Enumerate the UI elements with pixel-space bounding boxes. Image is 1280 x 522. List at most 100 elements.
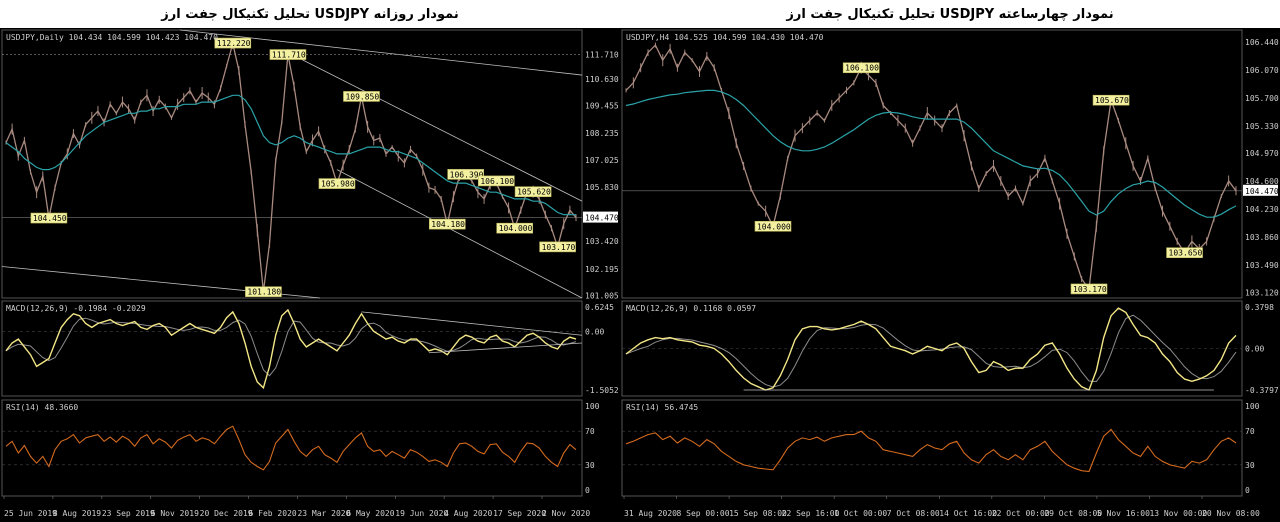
- daily-annotation-box: [214, 37, 252, 49]
- daily-annotation-box: [245, 286, 282, 297]
- daily-annotation-box: [447, 169, 484, 180]
- daily-annotation-box: [478, 175, 515, 187]
- daily-x-tick-label: 19 Jun 2020: [395, 509, 448, 518]
- h4-price-tick: 106.440: [1245, 38, 1279, 47]
- daily-price-tick: 101.005: [585, 292, 619, 301]
- h4-price-tick: 103.490: [1245, 261, 1279, 270]
- daily-price-tick: 109.455: [585, 101, 619, 110]
- h4-price-tick: 105.330: [1245, 122, 1279, 131]
- daily-chart-title: تحلیل تکنیکال جفت ارز USDJPY نمودار روزا…: [161, 6, 459, 22]
- daily-symbol-label: USDJPY,Daily 104.434 104.599 104.423 104…: [6, 33, 218, 42]
- daily-moving-average-line: [5, 94, 576, 216]
- daily-macd-tick: -1.5052: [585, 386, 619, 395]
- h4-price-tick: 103.120: [1245, 289, 1279, 298]
- h4-current-price-label: 104.470: [1245, 187, 1279, 196]
- daily-annotation-box: [514, 186, 552, 198]
- h4-x-tick-label: 31 Aug 2020: [624, 509, 677, 518]
- h4-x-tick-label: 5 Nov 16:00: [1097, 509, 1150, 518]
- h4-rsi-tick: 70: [1245, 427, 1255, 436]
- daily-x-tick-label: 4 Aug 2020: [444, 509, 492, 518]
- daily-annotation-label: 104.450: [33, 214, 67, 223]
- h4-chart: 106.440 106.070 105.700 105.330 104.970 104.6…: [621, 29, 1279, 518]
- daily-annotation-label: 109.850: [345, 92, 379, 101]
- daily-x-tick-label: 23 Sep 2019: [102, 509, 155, 518]
- h4-x-tick-label: 22 Sep 16:00: [782, 509, 840, 518]
- daily-channel-top-line: [287, 52, 583, 202]
- daily-pane-frame-0: [1, 29, 583, 299]
- daily-annotation-label: 104.180: [431, 220, 465, 229]
- daily-annotation-box: [539, 241, 576, 253]
- h4-price-tick: 104.600: [1245, 177, 1279, 186]
- h4-annotation-box: [842, 62, 880, 74]
- h4-chart-panel: تحلیل تکنیکال جفت ارز USDJPY نمودار چهار…: [620, 0, 1280, 522]
- h4-macd-signal-line: [625, 314, 1237, 388]
- daily-x-tick-label: 6 Feb 2020: [249, 509, 297, 518]
- daily-macd-label: MACD(12,26,9) -0.1984 -0.2029: [6, 304, 146, 313]
- daily-current-price-box: [583, 211, 618, 223]
- h4-x-tick-label: 8 Sep 00:00: [677, 509, 730, 518]
- h4-rsi-tick: 0: [1245, 486, 1250, 495]
- h4-chart-title-bar: تحلیل تکنیکال جفت ارز USDJPY نمودار چهار…: [620, 0, 1280, 28]
- daily-macd-signal-line: [5, 317, 577, 377]
- daily-channel-bottom-line: [336, 169, 583, 299]
- daily-chart-title-bar: تحلیل تکنیکال جفت ارز USDJPY نمودار روزا…: [0, 0, 620, 28]
- daily-annotation-label: 106.100: [480, 177, 514, 186]
- daily-rsi-tick: 0: [585, 486, 590, 495]
- h4-rsi-tick: 100: [1245, 402, 1260, 411]
- daily-macd-line: [5, 308, 577, 390]
- h4-macd-tick: 0.3798: [1245, 303, 1274, 312]
- daily-annotation-label: 106.390: [450, 170, 484, 179]
- daily-annotation-label: 105.620: [517, 188, 551, 197]
- daily-chart-panel: تحلیل تکنیکال جفت ارز USDJPY نمودار روزا…: [0, 0, 620, 522]
- daily-macd-tick: 0.00: [585, 327, 604, 336]
- h4-moving-average-line: [625, 89, 1237, 218]
- daily-x-tick-label: 17 Sep 2020: [493, 509, 546, 518]
- h4-price-tick: 104.230: [1245, 205, 1279, 214]
- daily-price-tick: 108.235: [585, 129, 619, 138]
- daily-macd-upper-trend: [361, 311, 583, 336]
- daily-annotation-label: 111.710: [272, 51, 306, 60]
- daily-price-tick: 102.195: [585, 265, 619, 274]
- h4-annotation-label: 104.000: [757, 222, 791, 231]
- daily-rsi-label: RSI(14) 48.3660: [6, 403, 78, 412]
- daily-upper-resistance-line: [179, 29, 583, 76]
- daily-annotation-label: 104.000: [499, 224, 533, 233]
- h4-annotation-box: [754, 220, 792, 232]
- daily-annotation-box: [496, 222, 534, 234]
- daily-x-tick-label: 6 May 2020: [346, 509, 394, 518]
- h4-current-price-box: [1243, 184, 1278, 196]
- daily-x-tick-label: 8 Aug 2019: [53, 509, 101, 518]
- h4-x-tick-label: 15 Sep 08:00: [729, 509, 787, 518]
- h4-annotation-box: [1092, 94, 1130, 106]
- h4-macd-tick: -0.3797: [1245, 386, 1279, 395]
- daily-x-tick-label: 20 Dec 2019: [200, 509, 253, 518]
- h4-x-tick-label: 13 Nov 00:00: [1149, 509, 1207, 518]
- h4-rsi-tick: 30: [1245, 461, 1255, 470]
- h4-annotation-label: 106.100: [845, 64, 879, 73]
- h4-annotation-box: [1070, 283, 1108, 295]
- daily-annotation-label: 112.220: [217, 39, 251, 48]
- daily-chart: 111.710 110.630 109.455 108.235 107.025 105.8…: [1, 29, 619, 518]
- daily-annotation-label: 105.980: [321, 180, 355, 189]
- daily-price-tick: 103.420: [585, 237, 619, 246]
- daily-rsi-tick: 30: [585, 461, 595, 470]
- daily-price-tick: 105.830: [585, 183, 619, 192]
- daily-x-tick-label: 2 Nov 2020: [542, 509, 590, 518]
- h4-annotation-box: [1166, 247, 1203, 259]
- h4-rsi-label: RSI(14) 56.4745: [626, 403, 698, 412]
- h4-pane-frame-0: [621, 29, 1243, 299]
- daily-annotation-box: [30, 212, 68, 224]
- daily-annotation-label: 103.170: [542, 243, 576, 252]
- h4-price-tick: 105.700: [1245, 94, 1279, 103]
- h4-x-tick-label: 7 Oct 08:00: [887, 509, 940, 518]
- daily-annotation-label: 101.180: [247, 288, 281, 297]
- daily-x-tick-label: 23 Mar 2020: [297, 509, 350, 518]
- h4-price-line: [625, 43, 1237, 291]
- daily-annotation-box: [269, 49, 307, 60]
- h4-macd-line: [625, 307, 1237, 391]
- daily-rsi-tick: 100: [585, 402, 600, 411]
- h4-x-tick-label: 29 Oct 08:00: [1044, 509, 1102, 518]
- h4-macd-tick: 0.00: [1245, 345, 1264, 354]
- h4-price-tick: 104.970: [1245, 149, 1279, 158]
- h4-price-tick: 103.860: [1245, 233, 1279, 242]
